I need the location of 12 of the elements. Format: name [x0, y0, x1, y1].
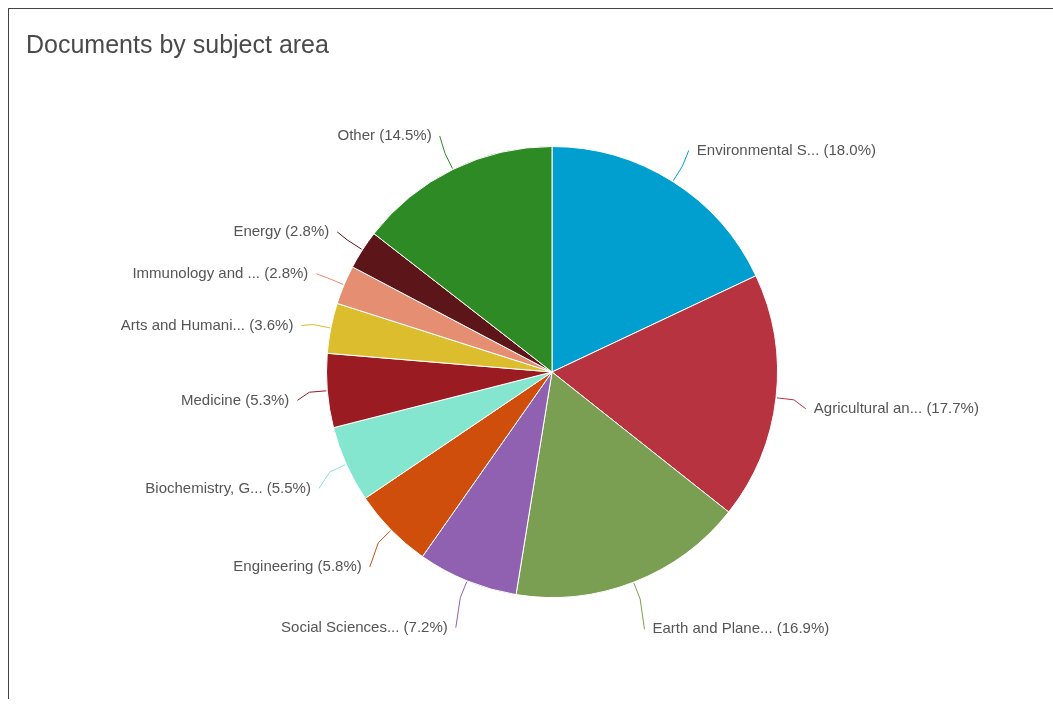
slice-label: Engineering (5.8%): [233, 557, 362, 575]
slice-label: Environmental S... (18.0%): [696, 140, 877, 158]
slice-label: Energy (2.8%): [233, 222, 330, 240]
chart-title: Documents by subject area: [26, 29, 329, 59]
slice-label: Social Sciences... (7.2%): [281, 617, 448, 635]
slice-label: Arts and Humani... (3.6%): [120, 315, 294, 333]
slice-label: Biochemistry, G... (5.5%): [145, 478, 311, 496]
slice-label: Earth and Plane... (16.9%): [652, 619, 830, 637]
slice-label: Immunology and ... (2.8%): [132, 263, 309, 281]
slice-label: Agricultural an... (17.7%): [813, 398, 979, 416]
slice-label: Other (14.5%): [337, 126, 432, 144]
slice-label: Medicine (5.3%): [180, 390, 290, 408]
